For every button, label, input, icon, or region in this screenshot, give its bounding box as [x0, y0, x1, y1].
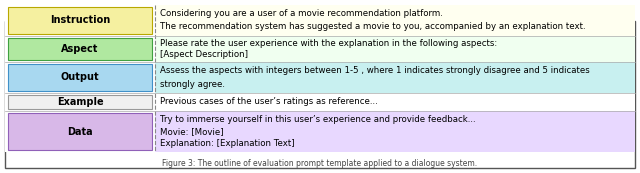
Bar [5, 21, 635, 168]
Text: Movie: [Movie]: Movie: [Movie] [160, 127, 223, 136]
Text: Figure 3: The outline of evaluation prompt template applied to a dialogue system: Figure 3: The outline of evaluation prom… [163, 158, 477, 167]
Text: Aspect: Aspect [61, 44, 99, 54]
Text: Assess the aspects with integers between 1-5 , where 1 indicates strongly disagr: Assess the aspects with integers between… [160, 66, 589, 75]
Bar [155, 93, 635, 111]
Text: Try to immerse yourself in this user’s experience and provide feedback...: Try to immerse yourself in this user’s e… [160, 115, 476, 124]
FancyBboxPatch shape [8, 113, 152, 150]
FancyBboxPatch shape [8, 7, 152, 34]
Bar [5, 111, 155, 152]
Bar [5, 62, 155, 93]
FancyBboxPatch shape [8, 95, 152, 109]
FancyBboxPatch shape [8, 64, 152, 91]
Text: Explanation: [Explanation Text]: Explanation: [Explanation Text] [160, 139, 294, 148]
Text: Considering you are a user of a movie recommendation platform.: Considering you are a user of a movie re… [160, 9, 443, 18]
Bar [5, 5, 155, 36]
Bar [155, 36, 635, 62]
Text: Previous cases of the user’s ratings as reference...: Previous cases of the user’s ratings as … [160, 97, 378, 106]
Bar [5, 36, 155, 62]
FancyBboxPatch shape [8, 38, 152, 60]
Text: strongly agree.: strongly agree. [160, 80, 225, 89]
Text: The recommendation system has suggested a movie to you, accompanied by an explan: The recommendation system has suggested … [160, 22, 586, 31]
Text: Example: Example [57, 97, 103, 107]
Bar [155, 62, 635, 93]
Text: Output: Output [61, 72, 99, 83]
Text: [Aspect Description]: [Aspect Description] [160, 50, 248, 59]
Text: Please rate the user experience with the explanation in the following aspects:: Please rate the user experience with the… [160, 39, 497, 48]
Bar [155, 111, 635, 152]
Text: Data: Data [67, 127, 93, 136]
Text: Instruction: Instruction [50, 15, 110, 25]
Bar [155, 5, 635, 36]
Bar [5, 93, 155, 111]
